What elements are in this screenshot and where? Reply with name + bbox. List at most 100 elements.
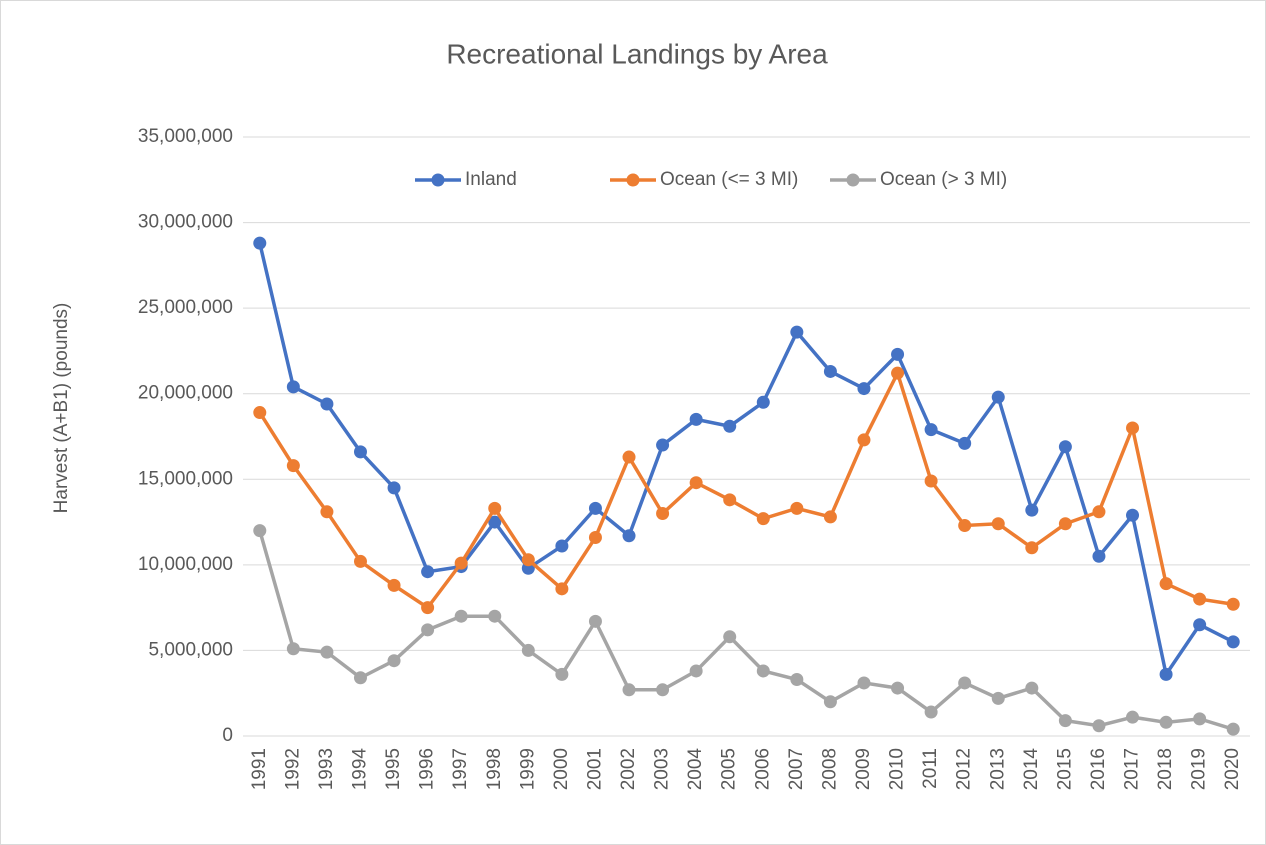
legend-label: Ocean (<= 3 MI) xyxy=(660,169,798,190)
data-point xyxy=(588,501,602,515)
data-point xyxy=(286,642,300,656)
data-point xyxy=(421,623,435,637)
data-point xyxy=(555,667,569,681)
data-point xyxy=(689,664,703,678)
data-point xyxy=(656,507,670,521)
data-point xyxy=(387,481,401,495)
data-point xyxy=(823,364,837,378)
data-point xyxy=(958,436,972,450)
data-point xyxy=(857,382,871,396)
x-tick-label: 2008 xyxy=(819,748,840,790)
x-tick-label: 2010 xyxy=(887,748,908,790)
data-point xyxy=(488,609,502,623)
data-point xyxy=(286,380,300,394)
x-tick-label: 2005 xyxy=(719,748,740,790)
data-point xyxy=(1058,440,1072,454)
data-point xyxy=(991,517,1005,531)
data-point xyxy=(891,681,905,695)
data-point xyxy=(353,671,367,685)
data-point xyxy=(521,643,535,657)
x-tick-label: 2011 xyxy=(920,748,941,789)
data-point xyxy=(891,366,905,380)
x-tick-label: 2016 xyxy=(1088,748,1109,790)
legend-marker xyxy=(626,173,640,187)
data-point xyxy=(1092,549,1106,563)
x-tick-label: 2020 xyxy=(1222,748,1243,790)
data-point xyxy=(320,505,334,519)
data-point xyxy=(622,529,636,543)
data-point xyxy=(689,412,703,426)
data-point xyxy=(756,512,770,526)
data-point xyxy=(1025,541,1039,555)
x-tick-label: 2002 xyxy=(618,748,639,790)
data-point xyxy=(924,474,938,488)
data-point xyxy=(555,582,569,596)
x-tick-label: 1996 xyxy=(417,748,438,790)
data-point xyxy=(286,459,300,473)
data-point xyxy=(1193,592,1207,606)
y-tick-label: 10,000,000 xyxy=(138,554,233,575)
data-point xyxy=(387,578,401,592)
data-point xyxy=(1126,421,1140,435)
x-tick-label: 1997 xyxy=(450,748,471,790)
data-point xyxy=(253,524,267,538)
chart-title: Recreational Landings by Area xyxy=(446,38,828,69)
data-point xyxy=(723,630,737,644)
x-tick-label: 2013 xyxy=(987,748,1008,790)
x-tick-label: 2001 xyxy=(584,748,605,790)
data-point xyxy=(454,556,468,570)
data-point xyxy=(1058,517,1072,531)
y-tick-label: 20,000,000 xyxy=(138,383,233,404)
data-point xyxy=(1226,722,1240,736)
x-tick-label: 2017 xyxy=(1122,748,1143,790)
data-point xyxy=(320,397,334,411)
data-point xyxy=(756,664,770,678)
data-point xyxy=(1025,503,1039,517)
data-point xyxy=(857,676,871,690)
data-point xyxy=(488,501,502,515)
data-point xyxy=(253,406,267,420)
x-tick-label: 2012 xyxy=(954,748,975,790)
data-point xyxy=(1025,681,1039,695)
data-point xyxy=(723,419,737,433)
data-point xyxy=(656,683,670,697)
x-tick-label: 1991 xyxy=(249,748,270,790)
data-point xyxy=(387,654,401,668)
legend-label: Inland xyxy=(465,169,517,190)
legend-label: Ocean (> 3 MI) xyxy=(880,169,1007,190)
data-point xyxy=(1226,635,1240,649)
data-point xyxy=(1159,577,1173,591)
data-point xyxy=(1226,597,1240,611)
data-point xyxy=(891,347,905,361)
legend-marker xyxy=(431,173,445,187)
data-point xyxy=(353,554,367,568)
data-point xyxy=(689,476,703,490)
data-point xyxy=(790,673,804,687)
data-point xyxy=(622,683,636,697)
data-point xyxy=(253,236,267,250)
x-tick-label: 2004 xyxy=(685,748,706,791)
data-point xyxy=(1092,505,1106,519)
data-point xyxy=(1193,618,1207,632)
data-point xyxy=(857,433,871,447)
data-point xyxy=(1058,714,1072,728)
data-point xyxy=(991,691,1005,705)
data-point xyxy=(790,325,804,339)
data-point xyxy=(588,530,602,544)
x-tick-label: 1995 xyxy=(383,748,404,790)
data-point xyxy=(353,445,367,459)
data-point xyxy=(421,601,435,615)
data-point xyxy=(723,493,737,507)
data-point xyxy=(958,676,972,690)
x-tick-label: 2018 xyxy=(1155,748,1176,790)
x-tick-label: 1999 xyxy=(517,748,538,790)
x-tick-label: 1998 xyxy=(484,748,505,790)
x-tick-label: 2014 xyxy=(1021,748,1042,791)
y-tick-label: 5,000,000 xyxy=(148,639,233,660)
x-tick-label: 1993 xyxy=(316,748,337,790)
x-tick-label: 2009 xyxy=(853,748,874,790)
data-point xyxy=(421,565,435,579)
data-point xyxy=(320,645,334,659)
data-point xyxy=(924,705,938,719)
